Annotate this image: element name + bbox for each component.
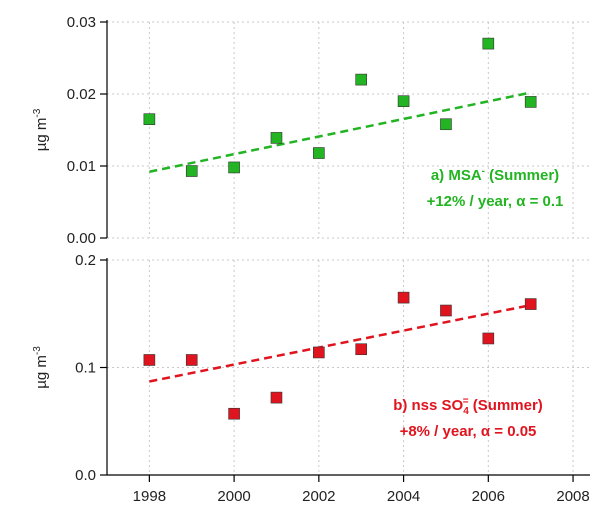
data-point — [143, 354, 156, 366]
data-point — [482, 332, 495, 345]
annotation: b) nss SO4= (Summer) — [393, 396, 543, 417]
y-tick-label: 0.1 — [75, 360, 96, 377]
data-point — [228, 161, 240, 174]
annotation-text: +12% / year, α = 0.1 — [427, 193, 564, 210]
data-point — [355, 343, 368, 356]
annotation-text: +8% / year, α = 0.05 — [400, 423, 537, 440]
y-label-text: µg m — [33, 355, 50, 389]
y-label-sup: -3 — [32, 346, 43, 355]
y-tick-label: 0.01 — [67, 158, 96, 175]
data-point — [185, 165, 198, 177]
annotation-text: a) MSA — [431, 167, 482, 184]
data-point — [270, 391, 283, 404]
y-tick-label: 0.0 — [75, 467, 96, 484]
annotation-text: b) nss SO — [393, 397, 463, 414]
data-point — [228, 407, 240, 420]
data-point — [355, 73, 368, 86]
annotation: +12% / year, α = 0.1 — [427, 193, 564, 210]
data-point — [440, 118, 452, 131]
data-point — [482, 37, 495, 50]
y-tick-label: 0.00 — [67, 230, 96, 247]
data-point — [397, 291, 410, 304]
annotation-sup: - — [482, 166, 485, 177]
x-tick-label: 1998 — [133, 488, 166, 505]
annotation-sup: = — [463, 396, 469, 407]
y-tick-label: 0.03 — [67, 14, 96, 31]
data-point — [524, 298, 537, 310]
data-point — [313, 346, 325, 359]
data-point — [524, 96, 537, 108]
annotation: +8% / year, α = 0.05 — [400, 423, 537, 440]
y-tick-label: 0.02 — [67, 86, 96, 103]
annotation: a) MSA- (Summer) — [431, 166, 559, 184]
data-point — [313, 147, 325, 159]
x-tick-label: 2000 — [217, 488, 250, 505]
y-label-sup: -3 — [32, 108, 43, 117]
y-axis-label: µg m-3 — [32, 108, 50, 151]
data-point — [143, 113, 156, 125]
data-point — [270, 132, 283, 144]
data-point — [397, 95, 410, 107]
x-tick-label: 2006 — [472, 488, 505, 505]
y-label-text: µg m — [33, 118, 50, 152]
data-point — [440, 304, 452, 317]
trend-line — [149, 303, 531, 383]
x-tick-label: 2004 — [387, 488, 420, 505]
y-axis-label: µg m-3 — [32, 346, 50, 389]
annotation-sub: 4 — [463, 406, 469, 417]
data-point — [185, 354, 198, 366]
trend-line — [149, 91, 531, 173]
y-tick-label: 0.2 — [75, 252, 96, 269]
x-tick-label: 2002 — [302, 488, 335, 505]
x-tick-label: 2008 — [556, 488, 589, 505]
annotation-text: (Summer) — [485, 167, 559, 184]
annotation-text: (Summer) — [469, 397, 543, 414]
